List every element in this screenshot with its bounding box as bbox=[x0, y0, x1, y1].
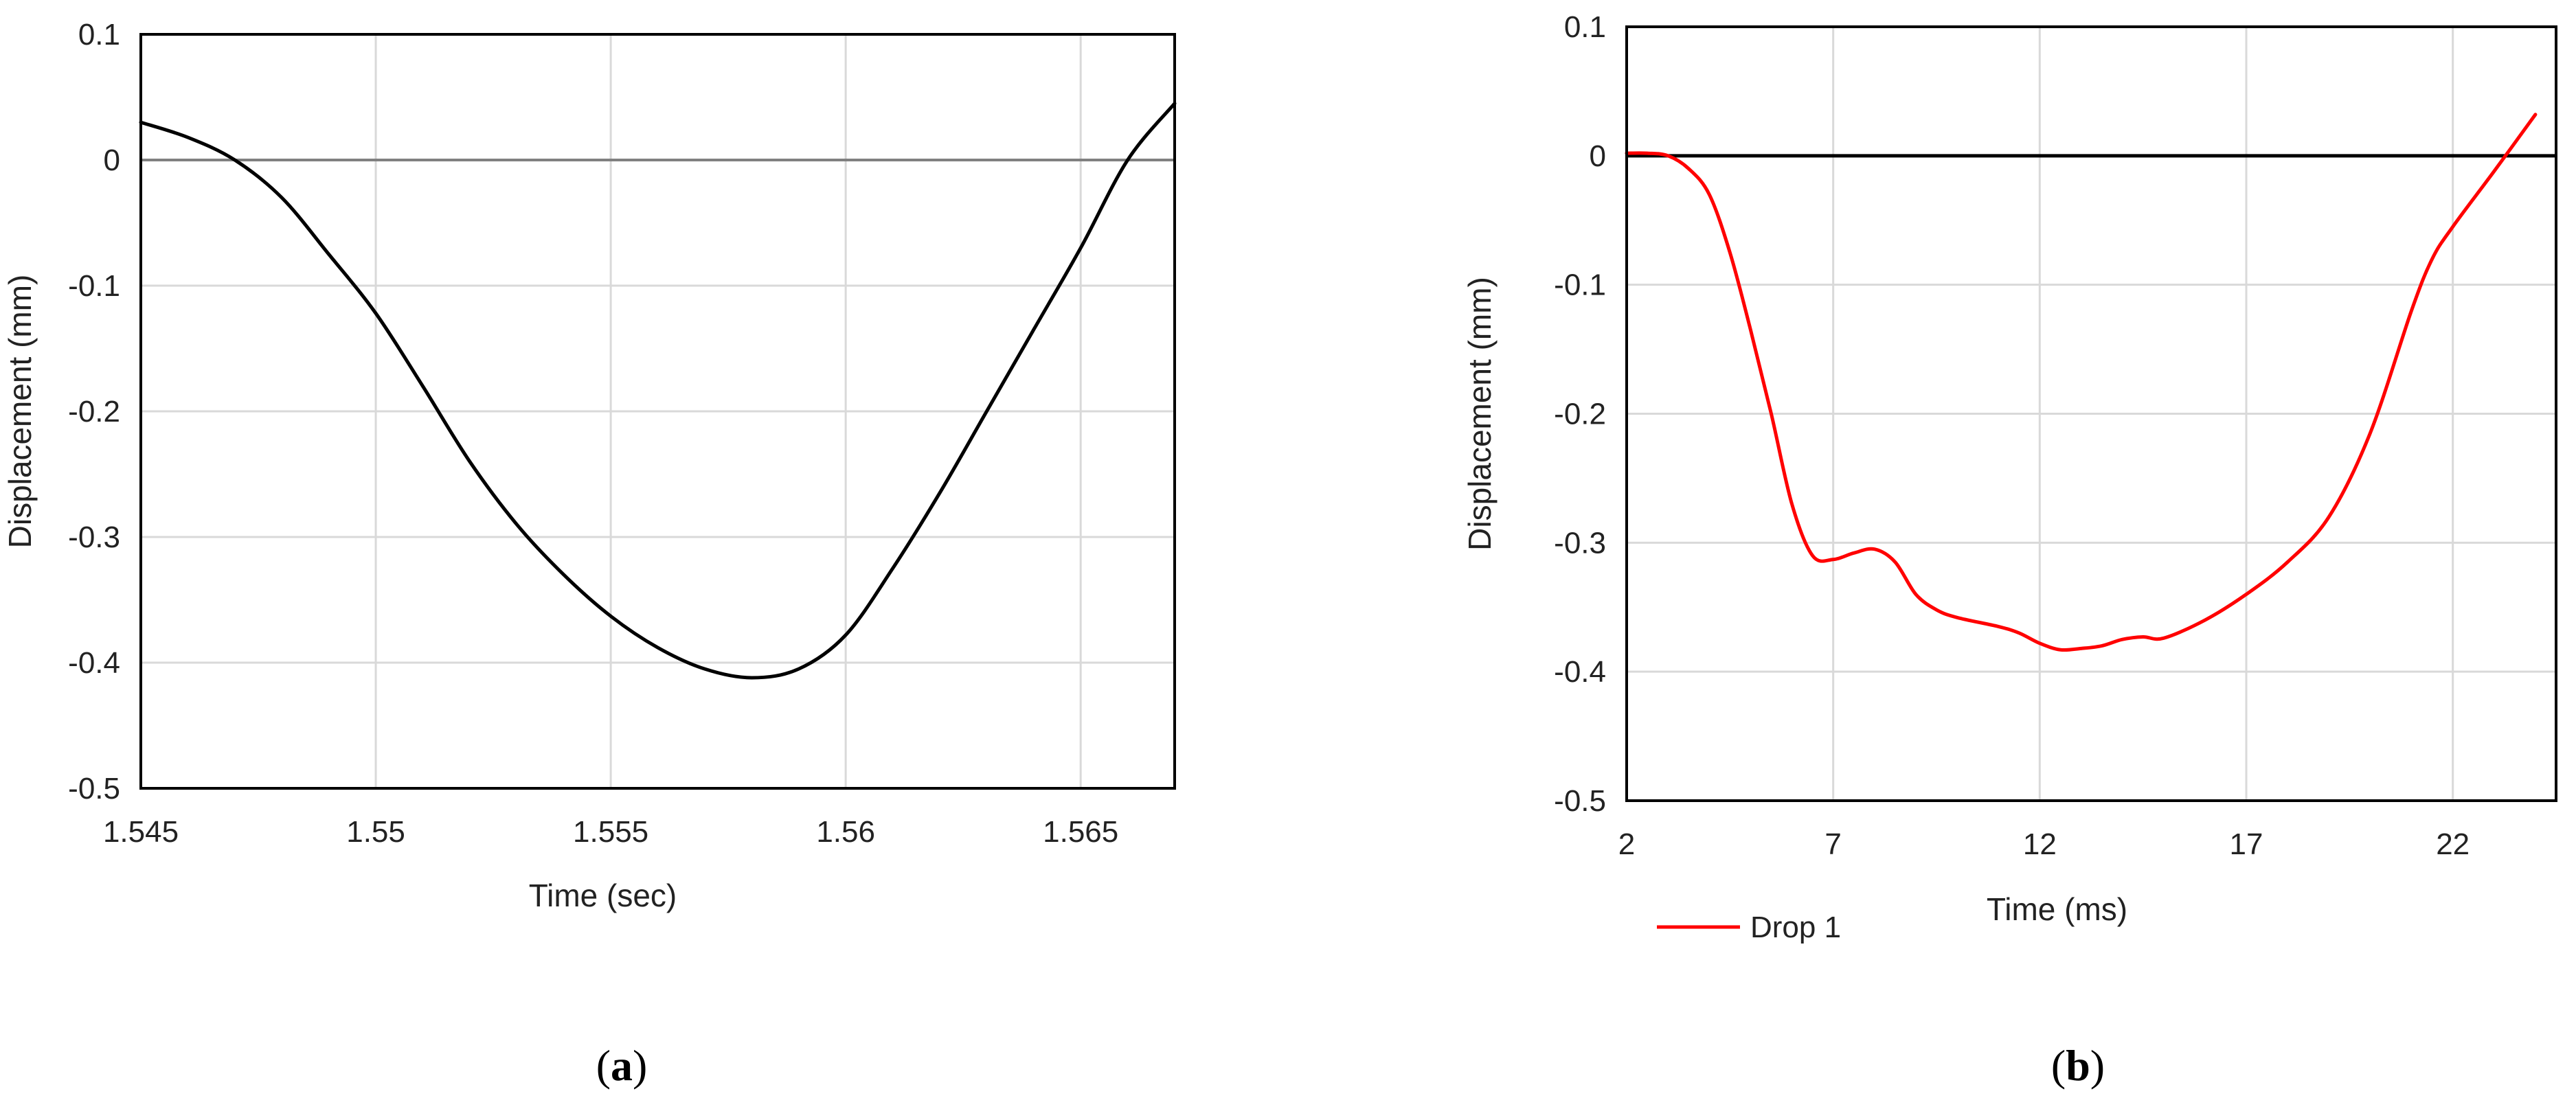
x-tick-label: 1.545 bbox=[103, 815, 179, 849]
plot-frame bbox=[1625, 25, 2557, 802]
y-axis-title: Displacement (mm) bbox=[2, 275, 38, 549]
y-tick-label: -0.3 bbox=[68, 521, 120, 554]
x-tick-label: 2 bbox=[1618, 827, 1635, 861]
panel-label-paren: ( bbox=[2051, 1041, 2066, 1090]
x-tick-label: 1.56 bbox=[816, 815, 875, 849]
y-tick-label: -0.5 bbox=[1554, 784, 1606, 818]
x-tick-label: 12 bbox=[2023, 827, 2057, 861]
x-tick-label: 1.55 bbox=[346, 815, 405, 849]
panel-label-paren: ( bbox=[596, 1041, 611, 1090]
chart-b: -0.5 -0.4 -0.3 -0.2 -0.1 0 0.1 2 7 12 17 22 Time (ms… bbox=[1462, 10, 2557, 1090]
y-tick-label: 0.1 bbox=[78, 18, 120, 52]
panel-label-paren: ) bbox=[2090, 1041, 2105, 1090]
y-tick-label: 0 bbox=[104, 144, 120, 177]
y-tick-label: -0.4 bbox=[1554, 655, 1606, 689]
x-tick-label: 17 bbox=[2230, 827, 2263, 861]
y-tick-label: -0.3 bbox=[1554, 526, 1606, 560]
y-tick-label: -0.1 bbox=[68, 269, 120, 303]
x-axis-title: Time (ms) bbox=[1987, 891, 2127, 927]
panel-label-paren: ) bbox=[633, 1041, 647, 1090]
y-axis-title: Displacement (mm) bbox=[1462, 277, 1498, 551]
panel-label-letter: b bbox=[2066, 1041, 2090, 1090]
plot-frame bbox=[139, 33, 1176, 790]
series-line bbox=[1625, 113, 2538, 652]
x-axis-title: Time (sec) bbox=[529, 878, 677, 913]
chart-a: -0.5 -0.4 -0.3 -0.2 -0.1 0 0.1 1.545 1.55 1.555 1.… bbox=[2, 18, 1177, 1090]
legend-label: Drop 1 bbox=[1750, 911, 1841, 944]
x-tick-label: 22 bbox=[2436, 827, 2470, 861]
y-tick-label: -0.2 bbox=[68, 395, 120, 428]
panel-label: (a) bbox=[596, 1041, 648, 1090]
y-tick-label: -0.4 bbox=[68, 646, 120, 680]
y-tick-label: -0.5 bbox=[68, 772, 120, 805]
y-tick-label: 0.1 bbox=[1564, 10, 1606, 44]
y-tick-label: -0.1 bbox=[1554, 268, 1606, 302]
x-tick-label: 1.555 bbox=[573, 815, 648, 849]
y-tick-label: -0.2 bbox=[1554, 398, 1606, 431]
panel-label: (b) bbox=[2051, 1041, 2105, 1090]
y-tick-label: 0 bbox=[1590, 139, 1606, 173]
x-tick-label: 1.565 bbox=[1043, 815, 1118, 849]
series-line bbox=[139, 102, 1177, 680]
x-tick-label: 7 bbox=[1824, 827, 1841, 861]
panel-label-letter: a bbox=[611, 1041, 633, 1090]
